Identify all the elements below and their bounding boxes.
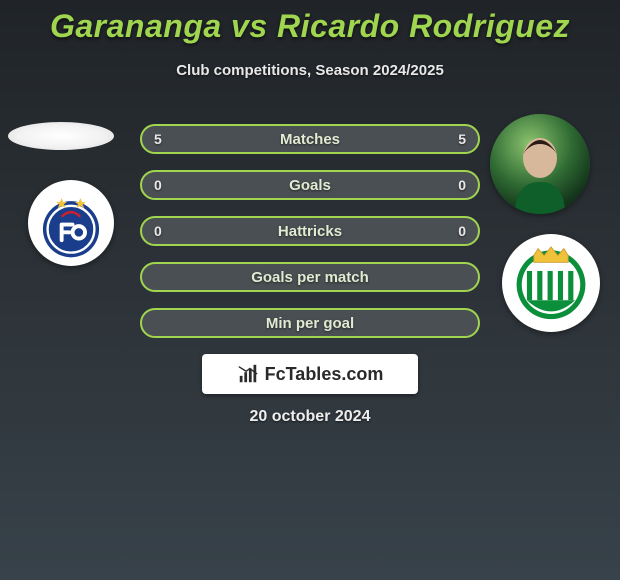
player-left-avatar [8,122,114,150]
stat-right-value: 5 [458,126,466,152]
stat-row-hattricks: 0 Hattricks 0 [140,216,480,246]
player-photo-icon [490,114,590,214]
stat-row-matches: 5 Matches 5 [140,124,480,154]
page-title: Garananga vs Ricardo Rodriguez [0,8,620,45]
stat-right-value: 0 [458,218,466,244]
stats-panel: 5 Matches 5 0 Goals 0 0 Hattricks 0 Goal… [140,124,480,354]
stat-row-min-per-goal: Min per goal [140,308,480,338]
stat-label: Min per goal [266,315,354,332]
stat-label: Goals [289,177,331,194]
watermark-text: FcTables.com [265,364,384,385]
bar-chart-icon [237,363,259,385]
player-right-club-badge [502,234,600,332]
player-right-avatar [490,114,590,214]
stat-row-goals-per-match: Goals per match [140,262,480,292]
watermark: FcTables.com [202,354,418,394]
stat-left-value: 0 [154,218,162,244]
page-subtitle: Club competitions, Season 2024/2025 [0,62,620,79]
stat-row-goals: 0 Goals 0 [140,170,480,200]
stat-left-value: 5 [154,126,162,152]
stat-label: Matches [280,131,340,148]
stat-left-value: 0 [154,172,162,198]
fck-badge-icon [32,184,110,262]
date-label: 20 october 2024 [0,408,620,426]
stat-right-value: 0 [458,172,466,198]
stat-label: Goals per match [251,269,369,286]
stat-label: Hattricks [278,223,342,240]
player-left-club-badge [28,180,114,266]
betis-badge-icon [508,240,594,326]
